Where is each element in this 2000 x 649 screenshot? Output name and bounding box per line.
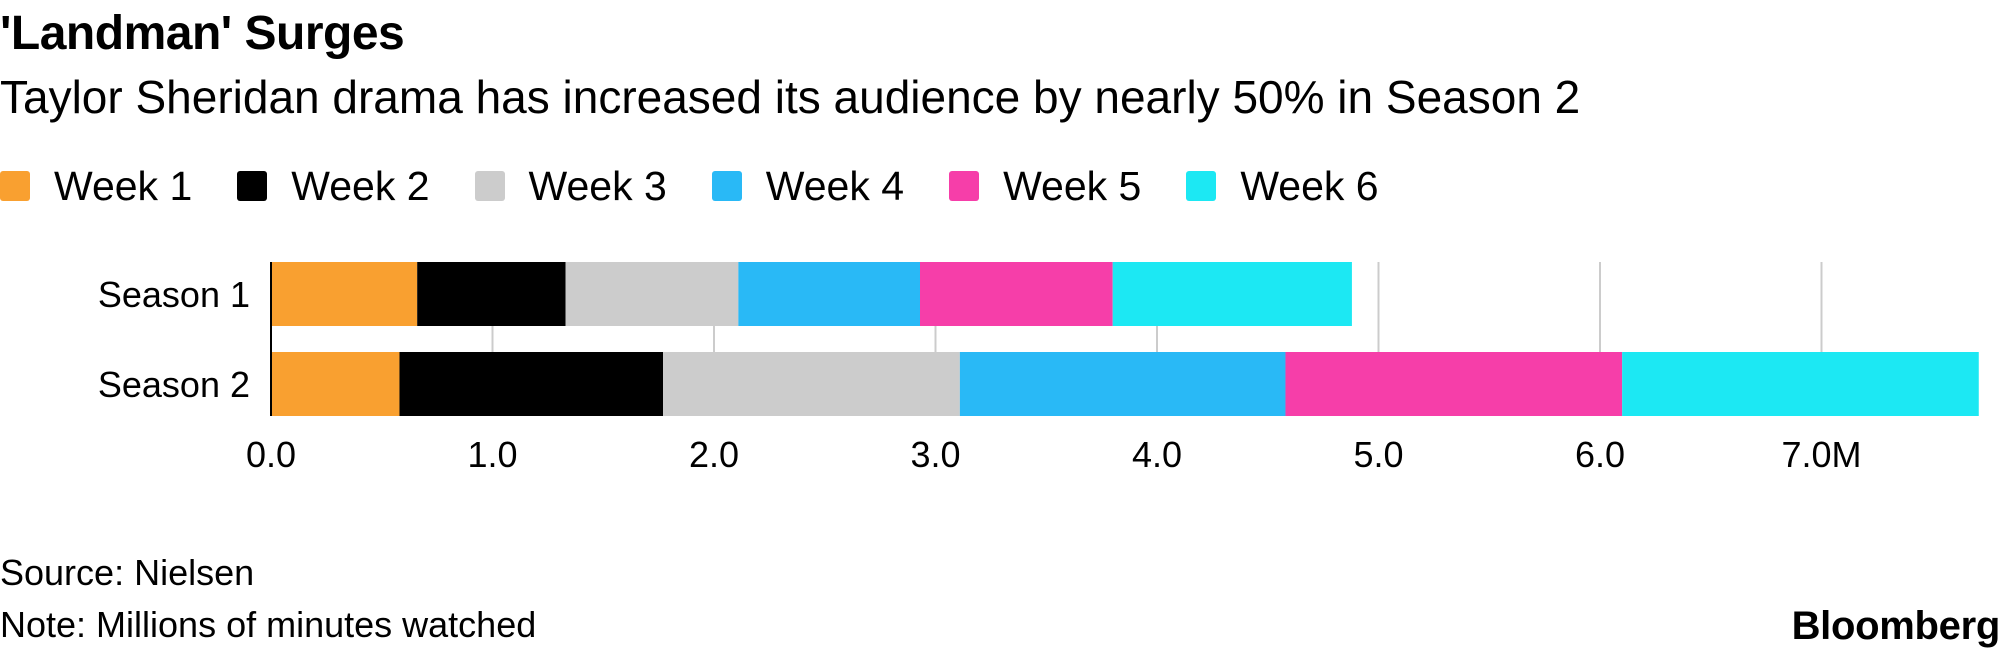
legend-item: Week 5 [949, 163, 1141, 210]
source-note: Source: Nielsen [0, 552, 255, 593]
chart-title: 'Landman' Surges [0, 7, 405, 60]
legend-label: Week 1 [54, 162, 193, 209]
legend-item: Week 2 [237, 162, 430, 210]
legend-label: Week 5 [1003, 162, 1142, 209]
legend: Week 1 Week 2 Week 3 Week 4 Week 5 Week 6 [0, 160, 1424, 212]
footnote: Note: Millions of minutes watched [0, 604, 537, 645]
bar-segment [417, 262, 566, 326]
bar-segment [959, 352, 1286, 416]
legend-swatch [711, 171, 742, 201]
bar-segment [1285, 352, 1623, 416]
x-tick-label: 5.0 [1353, 434, 1403, 475]
x-tick-label: 2.0 [689, 434, 739, 475]
legend-swatch [237, 171, 268, 201]
x-tick-label: 3.0 [910, 434, 960, 475]
x-tick-label: 0.0 [246, 434, 296, 475]
bloomberg-logo: Bloomberg [1791, 604, 2000, 648]
legend-swatch [474, 171, 505, 201]
x-tick-label: 4.0 [1132, 434, 1182, 475]
legend-swatch [1186, 171, 1217, 201]
bar-segment [1112, 262, 1352, 326]
chart-subtitle: Taylor Sheridan drama has increased its … [0, 71, 1581, 123]
bar-segment [1622, 352, 1979, 416]
legend-item: Week 1 [0, 163, 192, 210]
bar-segment [399, 352, 664, 416]
legend-item: Week 6 [1186, 162, 1379, 210]
legend-swatch [0, 171, 30, 201]
legend-label: Week 4 [765, 162, 905, 209]
bar-segment [738, 262, 920, 326]
bar-segment [271, 262, 418, 326]
legend-item: Week 4 [711, 162, 905, 210]
bar-segment [565, 262, 739, 326]
category-label: Season 2 [98, 364, 250, 405]
x-tick-label: 1.0 [467, 434, 517, 475]
legend-label: Week 6 [1240, 162, 1379, 209]
x-tick-label: 6.0 [1575, 434, 1625, 475]
x-tick-label: 7.0M [1781, 434, 1861, 475]
legend-label: Week 3 [528, 162, 667, 209]
stacked-bar-chart: Season 1 Season 2 0.0 1.0 2.0 3.0 4.0 5.0 6.0 7.0… [98, 262, 1979, 475]
bar-segment [271, 352, 400, 416]
bar-segment [663, 352, 960, 416]
category-label: Season 1 [98, 274, 250, 315]
legend-label: Week 2 [291, 162, 430, 209]
legend-swatch [949, 171, 980, 201]
legend-item: Week 3 [474, 162, 667, 210]
bar-segment [919, 262, 1113, 326]
